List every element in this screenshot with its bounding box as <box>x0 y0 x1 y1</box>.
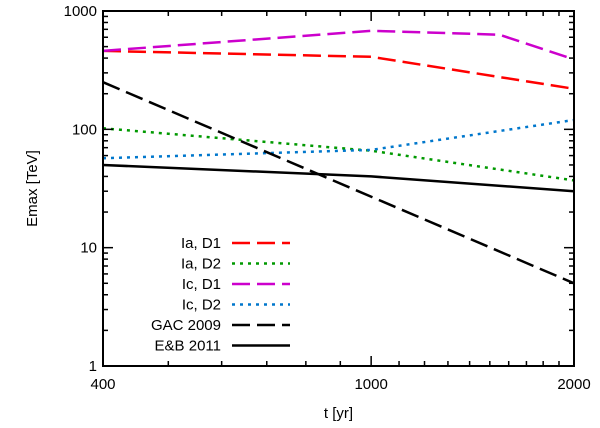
series-line-ia-d1 <box>102 49 575 91</box>
plot-frame <box>102 10 575 367</box>
y-tick-label: 1000 <box>64 3 97 20</box>
series-line-e-b-2011 <box>102 163 575 193</box>
y-tick-label: 1 <box>89 358 97 375</box>
tick-labels: 1 10 100 1000 400 1000 2000 <box>64 3 591 393</box>
legend-label-ic-d1: Ic, D1 <box>182 276 221 293</box>
y-axis-label: Emax [TeV] <box>24 150 41 227</box>
series-line-ic-d1 <box>102 29 575 61</box>
legend-label-e-b-2011: E&B 2011 <box>155 338 221 355</box>
plot-lines <box>102 29 575 285</box>
legend: Ia, D1 Ia, D2 Ic, D1 Ic, D2 GAC 2009 E&B 2011 <box>151 235 290 355</box>
series-line-gac-2009 <box>102 81 575 285</box>
x-axis-label: t [yr] <box>324 405 353 422</box>
axis-ticks <box>102 10 575 367</box>
legend-label-gac-2009: GAC 2009 <box>151 317 221 334</box>
series-line-ia-d2 <box>102 127 575 182</box>
x-tick-label: 2000 <box>557 376 590 393</box>
legend-label-ia-d1: Ia, D1 <box>181 235 221 252</box>
legend-label-ic-d2: Ic, D2 <box>182 297 221 314</box>
x-tick-label: 1000 <box>354 376 387 393</box>
y-tick-label: 100 <box>72 121 97 138</box>
x-tick-label: 400 <box>90 376 115 393</box>
series-line-ic-d2 <box>102 118 575 160</box>
y-tick-label: 10 <box>80 240 97 257</box>
legend-label-ia-d2: Ia, D2 <box>181 256 221 273</box>
